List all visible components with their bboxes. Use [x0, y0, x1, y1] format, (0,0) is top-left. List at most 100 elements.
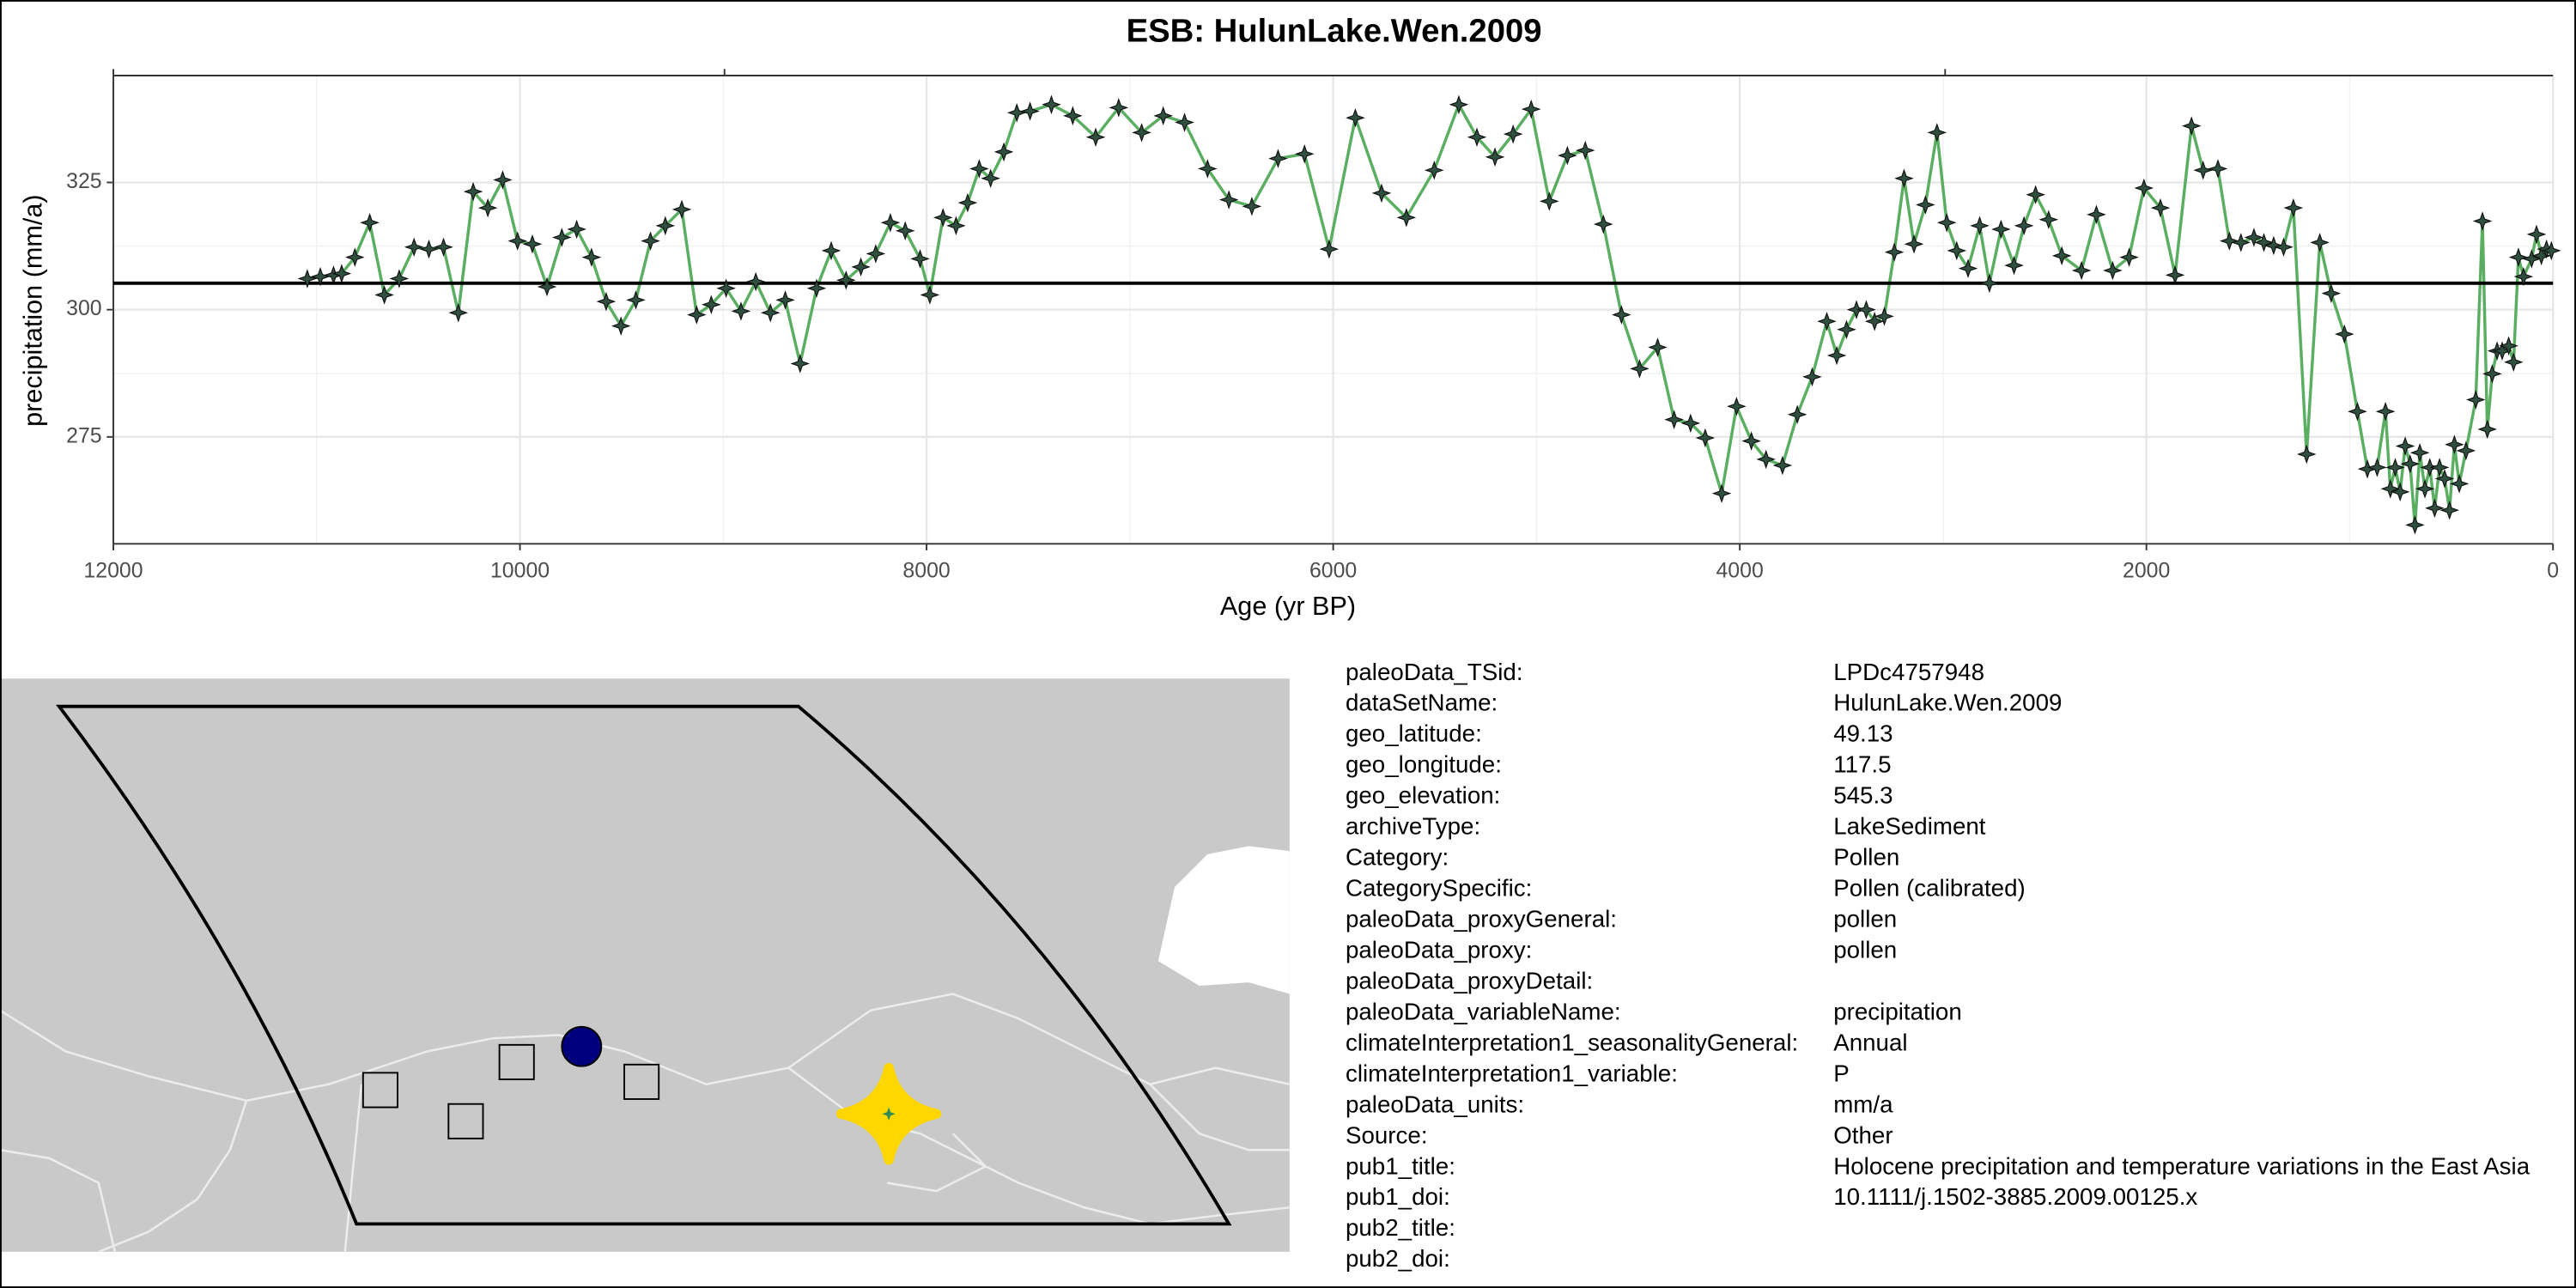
metadata-key: Source:	[1346, 1121, 1428, 1148]
data-point	[404, 237, 424, 258]
data-point	[611, 316, 631, 336]
data-point	[2208, 159, 2228, 179]
data-point	[2367, 458, 2387, 477]
data-point	[1521, 99, 1541, 119]
data-point	[806, 278, 827, 299]
data-point	[2181, 116, 2202, 136]
metadata-value: LakeSediment	[1833, 813, 1986, 840]
data-point	[866, 244, 886, 264]
data-point	[1612, 305, 1631, 325]
data-point	[981, 168, 1000, 189]
metadata-key: paleoData_TSid:	[1346, 659, 1523, 685]
data-point	[687, 305, 707, 325]
data-point	[1856, 300, 1876, 319]
data-point	[2503, 352, 2524, 372]
metadata-key: climateInterpretation1_variable:	[1346, 1060, 1678, 1086]
data-point	[2263, 235, 2284, 256]
data-point	[2087, 204, 2106, 225]
data-point	[567, 219, 586, 240]
data-point	[626, 290, 646, 310]
y-tick-label: 300	[66, 296, 101, 320]
metadata-key: geo_elevation:	[1346, 782, 1500, 809]
data-point	[2429, 458, 2450, 477]
data-point	[344, 247, 365, 267]
data-point	[596, 291, 617, 312]
map-land	[0, 678, 1290, 1252]
x-tick-label: 12000	[83, 558, 143, 582]
data-point	[1680, 413, 1701, 434]
data-point	[969, 159, 989, 179]
data-point	[2522, 249, 2542, 269]
x-tick-label: 10000	[490, 558, 550, 582]
data-point	[790, 354, 811, 374]
data-point	[2283, 197, 2304, 218]
metadata-value: 545.3	[1833, 782, 1893, 809]
data-point	[2492, 341, 2512, 361]
site-marker	[623, 1063, 660, 1100]
data-point	[1593, 214, 1613, 234]
data-point	[2415, 478, 2435, 499]
data-point	[2456, 440, 2476, 461]
data-point	[671, 199, 692, 220]
data-point	[552, 228, 572, 247]
data-point	[2434, 469, 2455, 489]
data-point	[477, 197, 498, 218]
site-marker	[361, 1072, 398, 1109]
data-point	[1802, 367, 1822, 387]
data-point	[641, 231, 660, 251]
metadata-key: Category:	[1346, 844, 1449, 871]
metadata-key: pub2_title:	[1346, 1214, 1455, 1241]
data-point	[2400, 453, 2421, 474]
data-point	[2482, 364, 2502, 384]
data-point	[1979, 273, 2000, 294]
data-point	[2310, 233, 2330, 252]
data-point	[655, 216, 676, 236]
metadata-value: Holocene precipitation and temperature v…	[1833, 1152, 2530, 1179]
site-marker	[447, 1103, 484, 1139]
metadata-value: 117.5	[1833, 751, 1891, 778]
data-point	[2409, 442, 2430, 463]
map-borders	[0, 993, 1290, 1252]
data-point	[1558, 145, 1577, 166]
data-point	[2465, 390, 2486, 410]
data-point	[2348, 401, 2367, 422]
data-point	[2526, 224, 2547, 245]
data-point	[1575, 140, 1595, 161]
data-point	[775, 290, 795, 310]
data-point	[1485, 147, 1505, 167]
data-point	[2134, 178, 2154, 198]
data-point	[745, 271, 766, 292]
data-point	[1837, 319, 1856, 340]
data-point	[537, 276, 557, 297]
data-point	[360, 213, 380, 233]
data-point	[2405, 515, 2425, 535]
data-point	[374, 285, 394, 305]
data-point	[2380, 478, 2401, 499]
metadata-key: paleoData_proxyDetail:	[1346, 967, 1593, 993]
data-point	[1826, 345, 1847, 366]
data-point	[760, 302, 781, 323]
data-point	[1268, 149, 1288, 168]
metadata-value: LPDc4757948	[1833, 659, 1984, 685]
data-point	[463, 181, 483, 202]
y-tick-label: 275	[66, 423, 101, 447]
focus-site-center	[882, 1107, 896, 1121]
data-point	[1991, 219, 2011, 240]
data-point	[1970, 216, 1990, 236]
data-point	[2165, 265, 2185, 285]
data-point	[2439, 500, 2459, 520]
data-point	[1756, 449, 1776, 470]
data-point	[2051, 246, 2072, 266]
data-point	[1042, 94, 1061, 115]
site-marker	[498, 1043, 535, 1080]
metadata-table: paleoData_TSid: LPDc4757948 dataSetName: Hu…	[1346, 659, 2530, 1272]
x-tick-label: 2000	[2123, 558, 2170, 582]
data-point	[2244, 228, 2264, 247]
data-point	[2375, 401, 2396, 422]
metadata-key: geo_latitude:	[1346, 720, 1482, 747]
data-point	[2449, 474, 2470, 494]
data-point	[920, 285, 940, 305]
metadata-key: paleoData_proxy:	[1346, 936, 1532, 963]
data-point	[1242, 197, 1262, 216]
